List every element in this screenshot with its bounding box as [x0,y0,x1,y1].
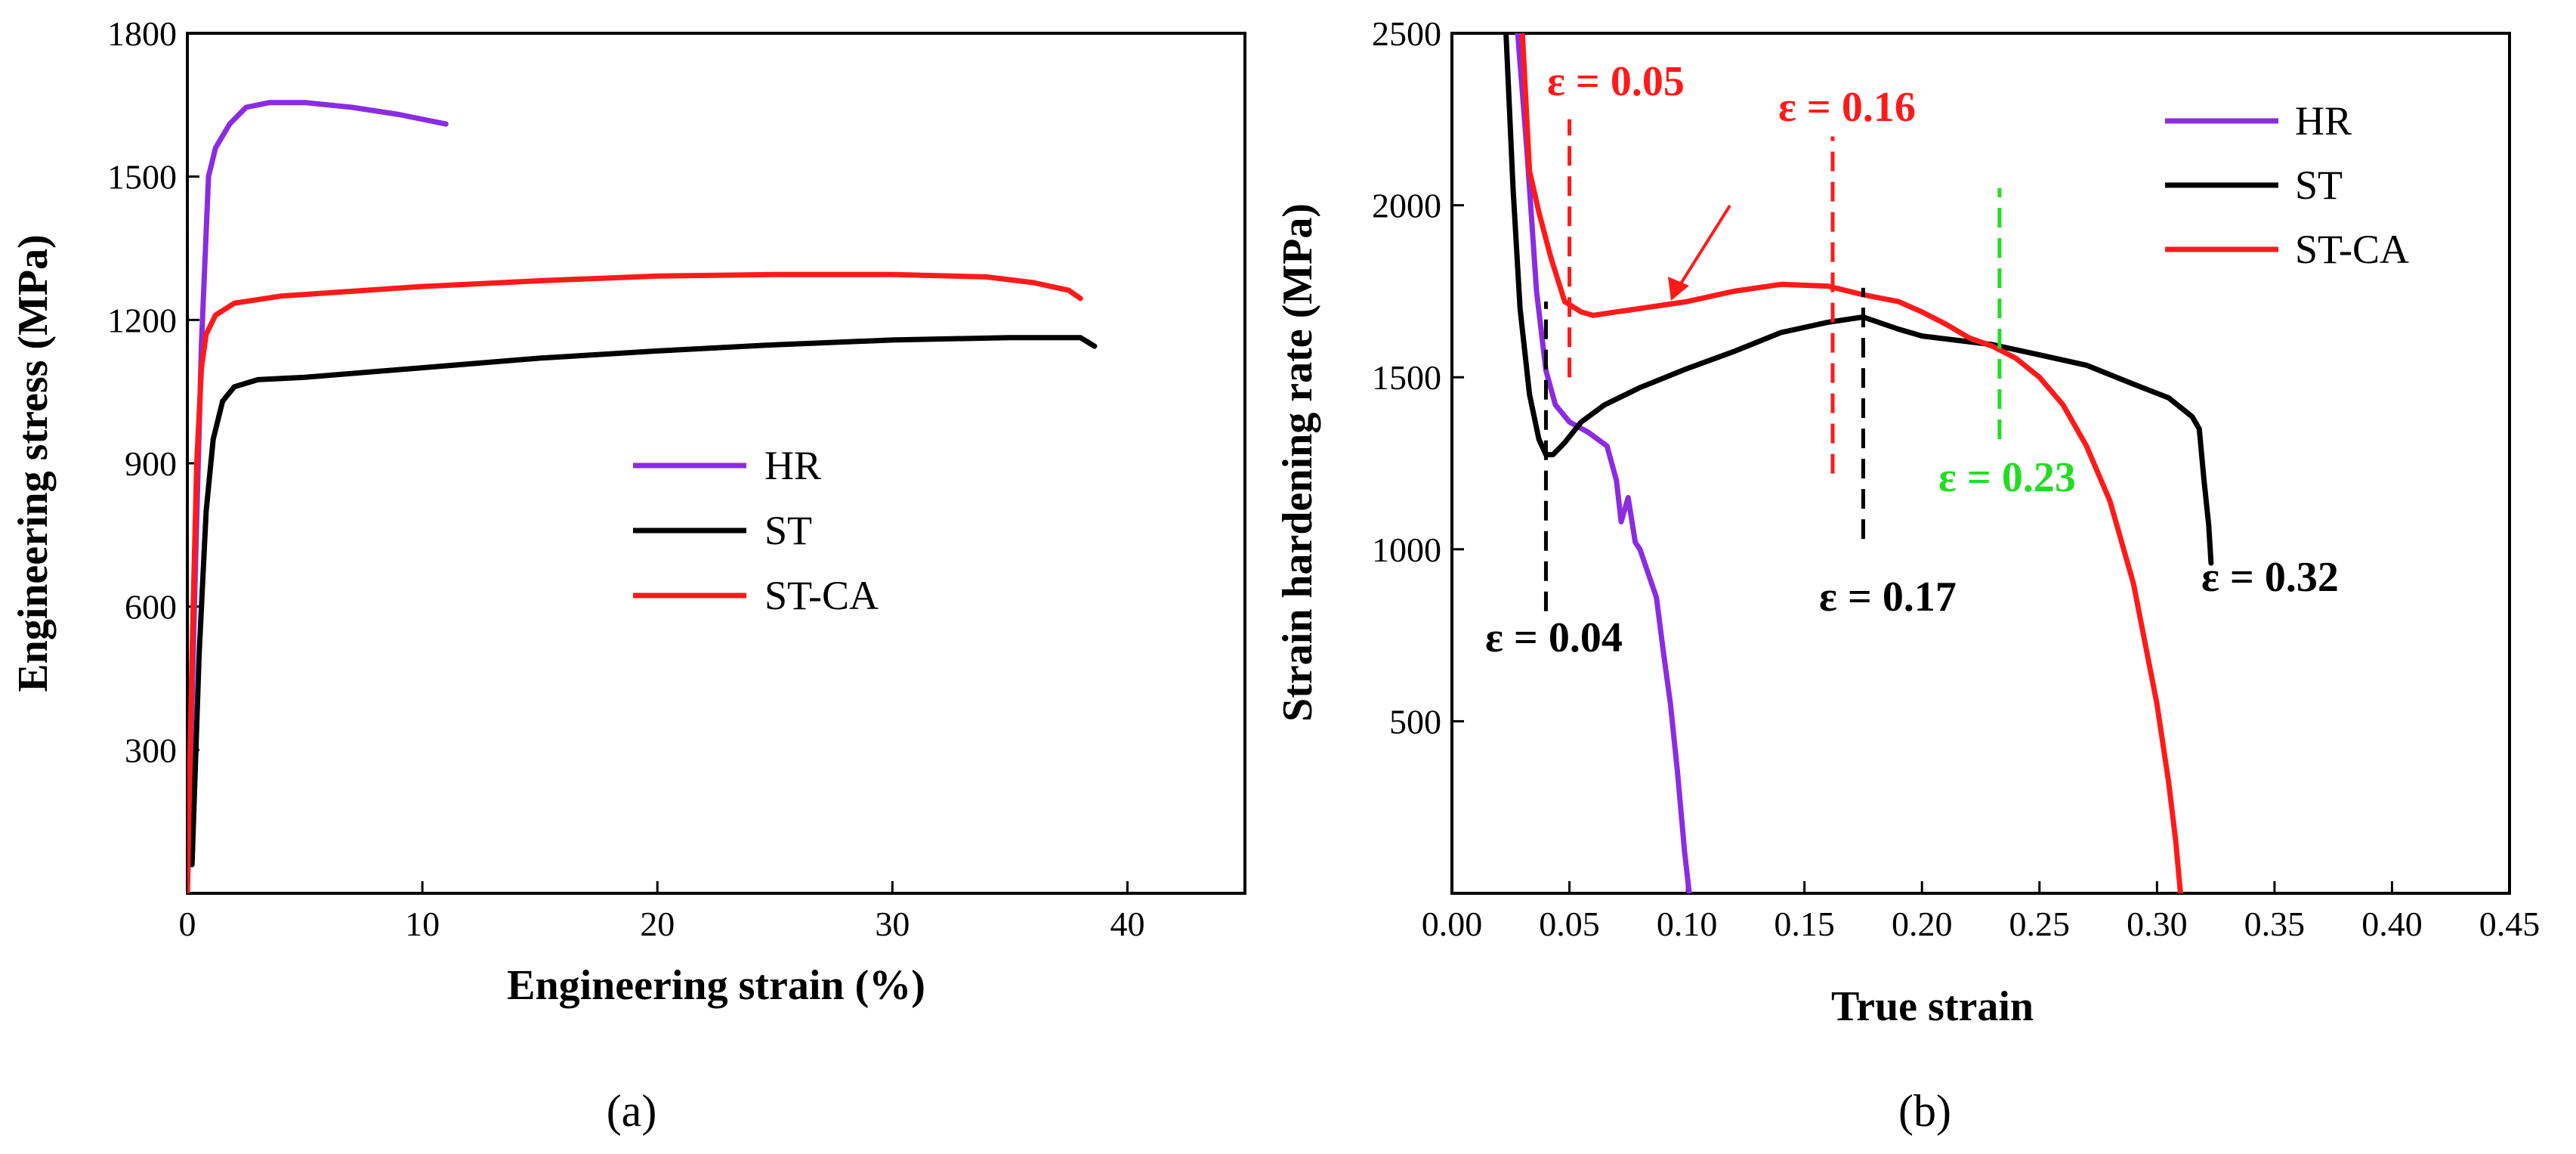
annotation-eps-016: ε = 0.16 [1778,84,1916,131]
annotation-eps-023: ε = 0.23 [1938,454,2076,501]
y-tick-label-a-900: 900 [125,444,177,483]
y-tick-label-b-500: 500 [1389,702,1441,741]
arrow-annotation [1668,204,1731,301]
series-line-a-st-ca [187,271,1083,893]
x-tick-label-b-0-10: 0.10 [1657,905,1718,943]
x-tick-label-a-30: 30 [875,905,910,943]
legend-b: HR ST ST-CA [2165,98,2409,272]
y-axis-label-b: Strain hardening rate (MPa) [1274,203,1321,722]
y-tick-label-b-1000: 1000 [1372,531,1441,569]
series-line-b-hr [1515,33,1692,893]
x-tick-label-b-0-25: 0.25 [2009,905,2071,943]
panel-caption-b: (b) [1898,1086,1951,1136]
x-axis-label-b: True strain [1831,983,2034,1030]
series-lines-b [1503,33,2214,893]
legend-label-st: ST [764,508,812,553]
annotation-eps-032: ε = 0.32 [2201,554,2339,601]
panel-a: 0 10 20 30 40 300 600 900 1200 1500 1800 HR ST ST-… [10,14,1246,1136]
legend-label-hr-b: HR [2295,98,2352,144]
y-tick-label-a-1200: 1200 [107,301,177,339]
annotation-eps-017: ε = 0.17 [1819,574,1957,620]
legend-a: HR ST ST-CA [633,443,879,618]
y-tick-label-b-1500: 1500 [1372,358,1441,397]
series-line-a-st [189,335,1098,868]
annotation-eps-004: ε = 0.04 [1485,614,1623,661]
axes-ticks-b: 0.00 0.05 0.10 0.15 0.20 0.25 0.30 0.35 0.40 0.45… [1372,14,2540,943]
legend-label-hr: HR [764,443,821,488]
x-tick-label-b-0-15: 0.15 [1774,905,1835,943]
y-tick-label-a-1800: 1800 [107,14,177,53]
legend-label-stca-b: ST-CA [2295,227,2409,272]
x-axis-label-a: Engineering strain (%) [507,962,925,1009]
x-tick-label-b-0-20: 0.20 [1892,905,1953,943]
y-tick-label-b-2500: 2500 [1372,14,1441,53]
axes-ticks-a: 0 10 20 30 40 300 600 900 1200 1500 1800 [107,14,1144,943]
x-tick-label-b-0-40: 0.40 [2361,905,2423,943]
y-tick-label-a-300: 300 [125,731,177,769]
annotation-lines-b [1543,119,2002,611]
plot-frame-b [1450,32,2511,895]
panel-b: 0.00 0.05 0.10 0.15 0.20 0.25 0.30 0.35 0.40 0.45… [1274,14,2540,1136]
y-tick-label-b-2000: 2000 [1372,187,1441,225]
legend-label-stca: ST-CA [764,573,879,618]
x-tick-label-b-0-45: 0.45 [2479,905,2540,943]
x-tick-label-b-0-35: 0.35 [2244,905,2306,943]
series-line-a-hr [187,100,449,893]
panel-caption-a: (a) [607,1086,657,1136]
legend-label-st-b: ST [2295,162,2343,208]
x-tick-label-a-10: 10 [405,905,440,943]
annotation-eps-005: ε = 0.05 [1547,58,1685,105]
x-tick-label-b-0-30: 0.30 [2127,905,2188,943]
series-line-b-st-ca [1519,33,2183,893]
x-tick-label-b-0-05: 0.05 [1539,905,1600,943]
y-tick-label-a-600: 600 [125,588,177,627]
series-lines-a [187,100,1098,893]
x-tick-label-a-20: 20 [640,905,675,943]
x-tick-label-a-40: 40 [1110,905,1144,943]
y-axis-label-a: Engineering stress (MPa) [10,234,57,692]
series-line-b-st [1503,33,2214,566]
y-tick-label-a-1500: 1500 [107,158,177,196]
x-tick-label-a-0: 0 [179,905,196,943]
x-tick-label-b-0-00: 0.00 [1422,905,1483,943]
